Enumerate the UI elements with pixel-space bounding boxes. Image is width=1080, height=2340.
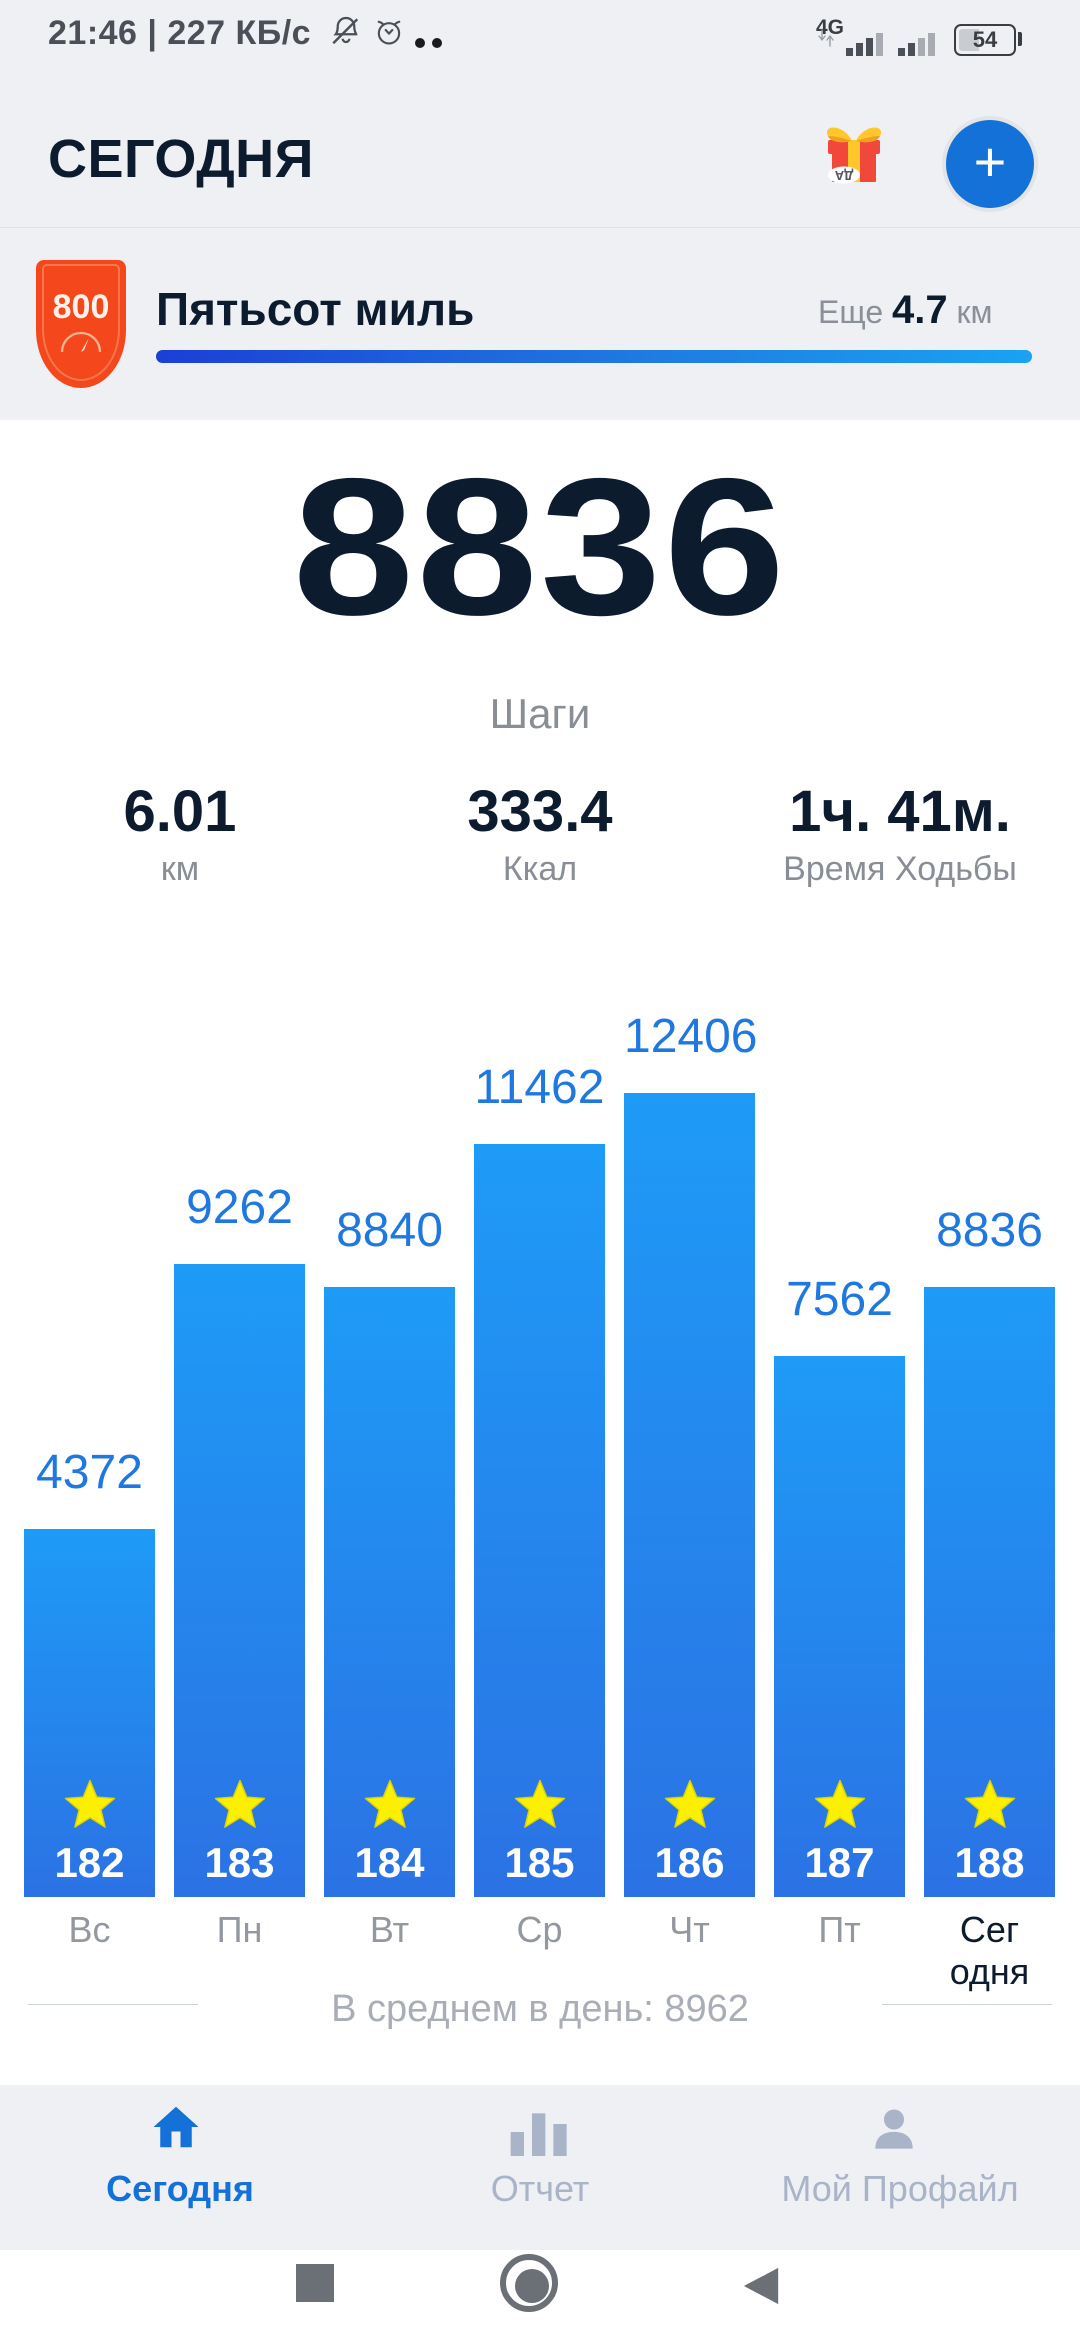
svg-text:800: 800: [53, 288, 110, 326]
svg-text:ДА: ДА: [834, 168, 853, 183]
